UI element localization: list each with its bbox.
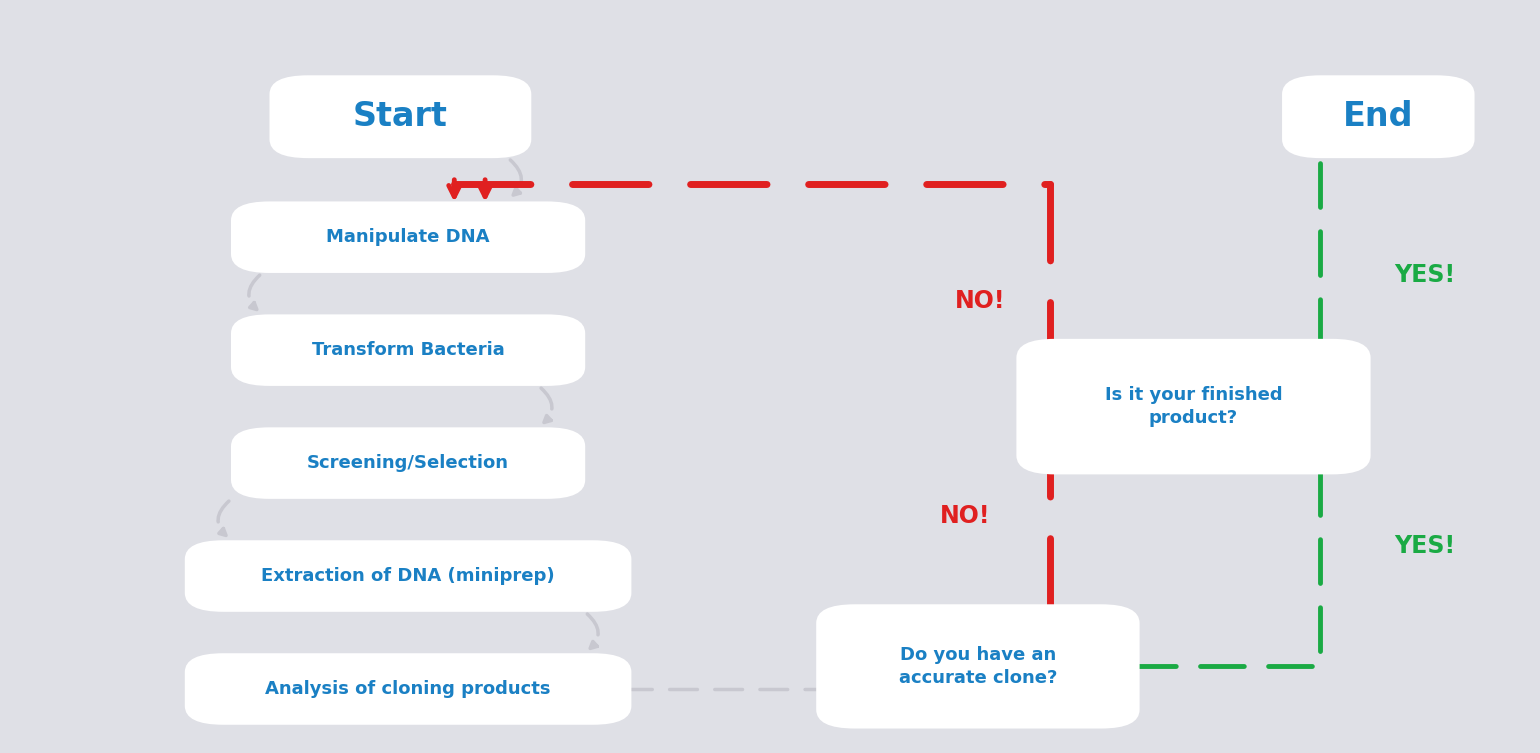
FancyBboxPatch shape [270,75,531,158]
FancyArrowPatch shape [587,614,598,648]
Text: YES!: YES! [1394,263,1455,287]
Text: YES!: YES! [1394,534,1455,558]
Text: Screening/Selection: Screening/Selection [306,454,510,472]
Text: Do you have an
accurate clone?: Do you have an accurate clone? [899,645,1056,687]
FancyBboxPatch shape [1281,75,1475,158]
Text: Transform Bacteria: Transform Bacteria [311,341,505,359]
FancyBboxPatch shape [231,428,585,498]
Text: Extraction of DNA (miniprep): Extraction of DNA (miniprep) [262,567,554,585]
Text: Is it your finished
product?: Is it your finished product? [1104,386,1283,428]
FancyBboxPatch shape [231,202,585,273]
FancyArrowPatch shape [219,501,229,535]
Text: NO!: NO! [955,289,1006,313]
FancyBboxPatch shape [185,541,631,611]
FancyArrowPatch shape [541,388,551,422]
FancyBboxPatch shape [231,315,585,386]
FancyArrowPatch shape [249,275,260,309]
FancyBboxPatch shape [1016,339,1371,474]
Text: Manipulate DNA: Manipulate DNA [326,228,490,246]
Text: End: End [1343,100,1414,133]
FancyBboxPatch shape [816,604,1140,729]
FancyBboxPatch shape [185,653,631,724]
Text: Start: Start [353,100,448,133]
Text: NO!: NO! [939,504,990,528]
FancyArrowPatch shape [510,160,522,195]
Text: Analysis of cloning products: Analysis of cloning products [265,680,551,698]
